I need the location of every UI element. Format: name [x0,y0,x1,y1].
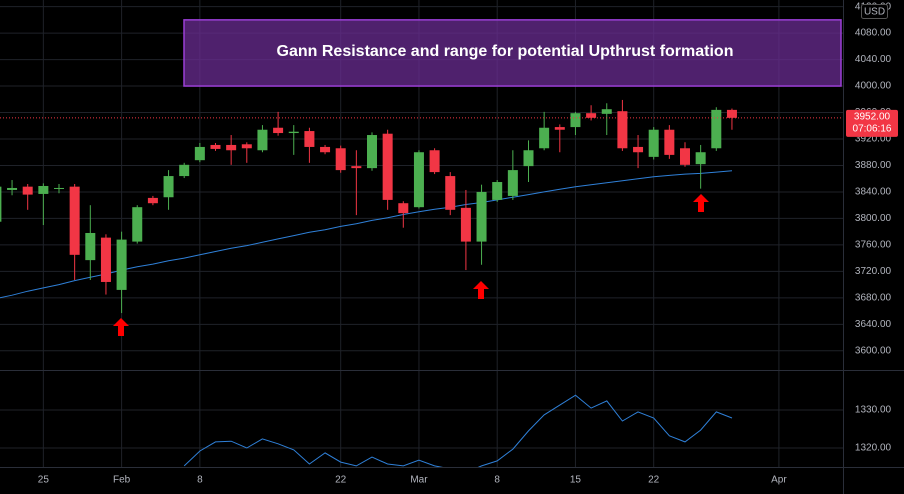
y-tick-label: 3640.00 [855,319,892,330]
candle-body [429,150,440,173]
last-price-label: 3952.00 [854,111,891,122]
candle-body [351,166,362,169]
candle-body [147,197,158,204]
x-tick-label: 22 [335,475,347,486]
candle-body [570,113,581,128]
candle-body [648,129,659,157]
candle-body [320,146,331,153]
candle-body [179,164,190,177]
last-price-box [846,109,898,137]
up-arrow [473,281,489,299]
candle-body [69,186,80,255]
x-tick-label: 15 [570,475,582,486]
lower-pane [183,394,733,467]
candle-body [367,135,377,169]
candle-body [617,111,628,149]
candle-body [54,187,64,189]
y-tick-label: 4040.00 [855,54,892,65]
y-tick-label: 1330.00 [855,405,892,416]
up-arrow [693,194,709,212]
annotation-zone [183,19,842,87]
candle-body [304,131,315,147]
currency: USD [864,7,885,18]
candle-body [335,148,346,171]
candle-body [100,237,111,282]
candle-body [116,239,127,290]
y-tick-label: 3680.00 [855,292,892,303]
candle-body [241,144,252,149]
candle-body [288,131,299,134]
candle-body [398,203,409,214]
candle-body [726,109,737,118]
candle-body [445,176,456,210]
y-tick-label: 3720.00 [855,266,892,277]
y-tick-label: 3800.00 [855,213,892,224]
candle-body [680,148,690,165]
y-tick-label: 3840.00 [855,187,892,198]
candle-body [460,207,471,242]
candle-body [664,129,675,155]
candle-body [38,185,49,194]
main-pane: Gann Resistance and range for potential … [0,19,843,314]
up-arrow [113,318,129,336]
candle-body [711,109,722,149]
candle-body [413,152,424,208]
candle-body [695,152,706,165]
candle-body [539,127,550,149]
candle-body [22,186,33,195]
countdown: 07:06:16 [853,123,892,134]
y-tick-label: 4080.00 [855,28,892,39]
x-tick-label: Feb [113,475,131,486]
candle-body [554,127,565,130]
candle-body [633,146,644,153]
y-tick-label: 1320.00 [855,443,892,454]
candle-body [257,129,268,151]
x-tick-label: Apr [771,475,787,486]
candle-body [523,150,534,167]
y-tick-label: 3920.00 [855,134,892,145]
currency-badge[interactable] [861,4,888,19]
candle-body [492,182,503,200]
x-tick-label: 25 [38,475,50,486]
candle-body [601,109,612,114]
x-tick-label: Mar [410,475,428,486]
candle-body [7,187,18,190]
annotation-text: Gann Resistance and range for potential … [277,43,734,60]
x-tick-label: 8 [197,475,203,486]
candle-body [382,133,393,200]
candle-body [507,170,518,196]
x-tick-label: 8 [494,475,500,486]
y-tick-label: 3600.00 [855,345,892,356]
candle-body [476,191,487,242]
candle-body [85,232,96,261]
y-tick-label: 4000.00 [855,81,892,92]
candle-body [273,127,284,134]
candle-body [0,186,2,222]
x-tick-label: 22 [648,475,660,486]
candle-body [163,176,174,198]
y-tick-label: 3760.00 [855,240,892,251]
candle-body [226,144,237,151]
candle-body [210,144,221,149]
y-tick-label: 3880.00 [855,160,892,171]
candle-body [586,113,597,118]
indicator-line [183,394,733,467]
candle-body [132,207,143,242]
candle-body [194,146,205,161]
